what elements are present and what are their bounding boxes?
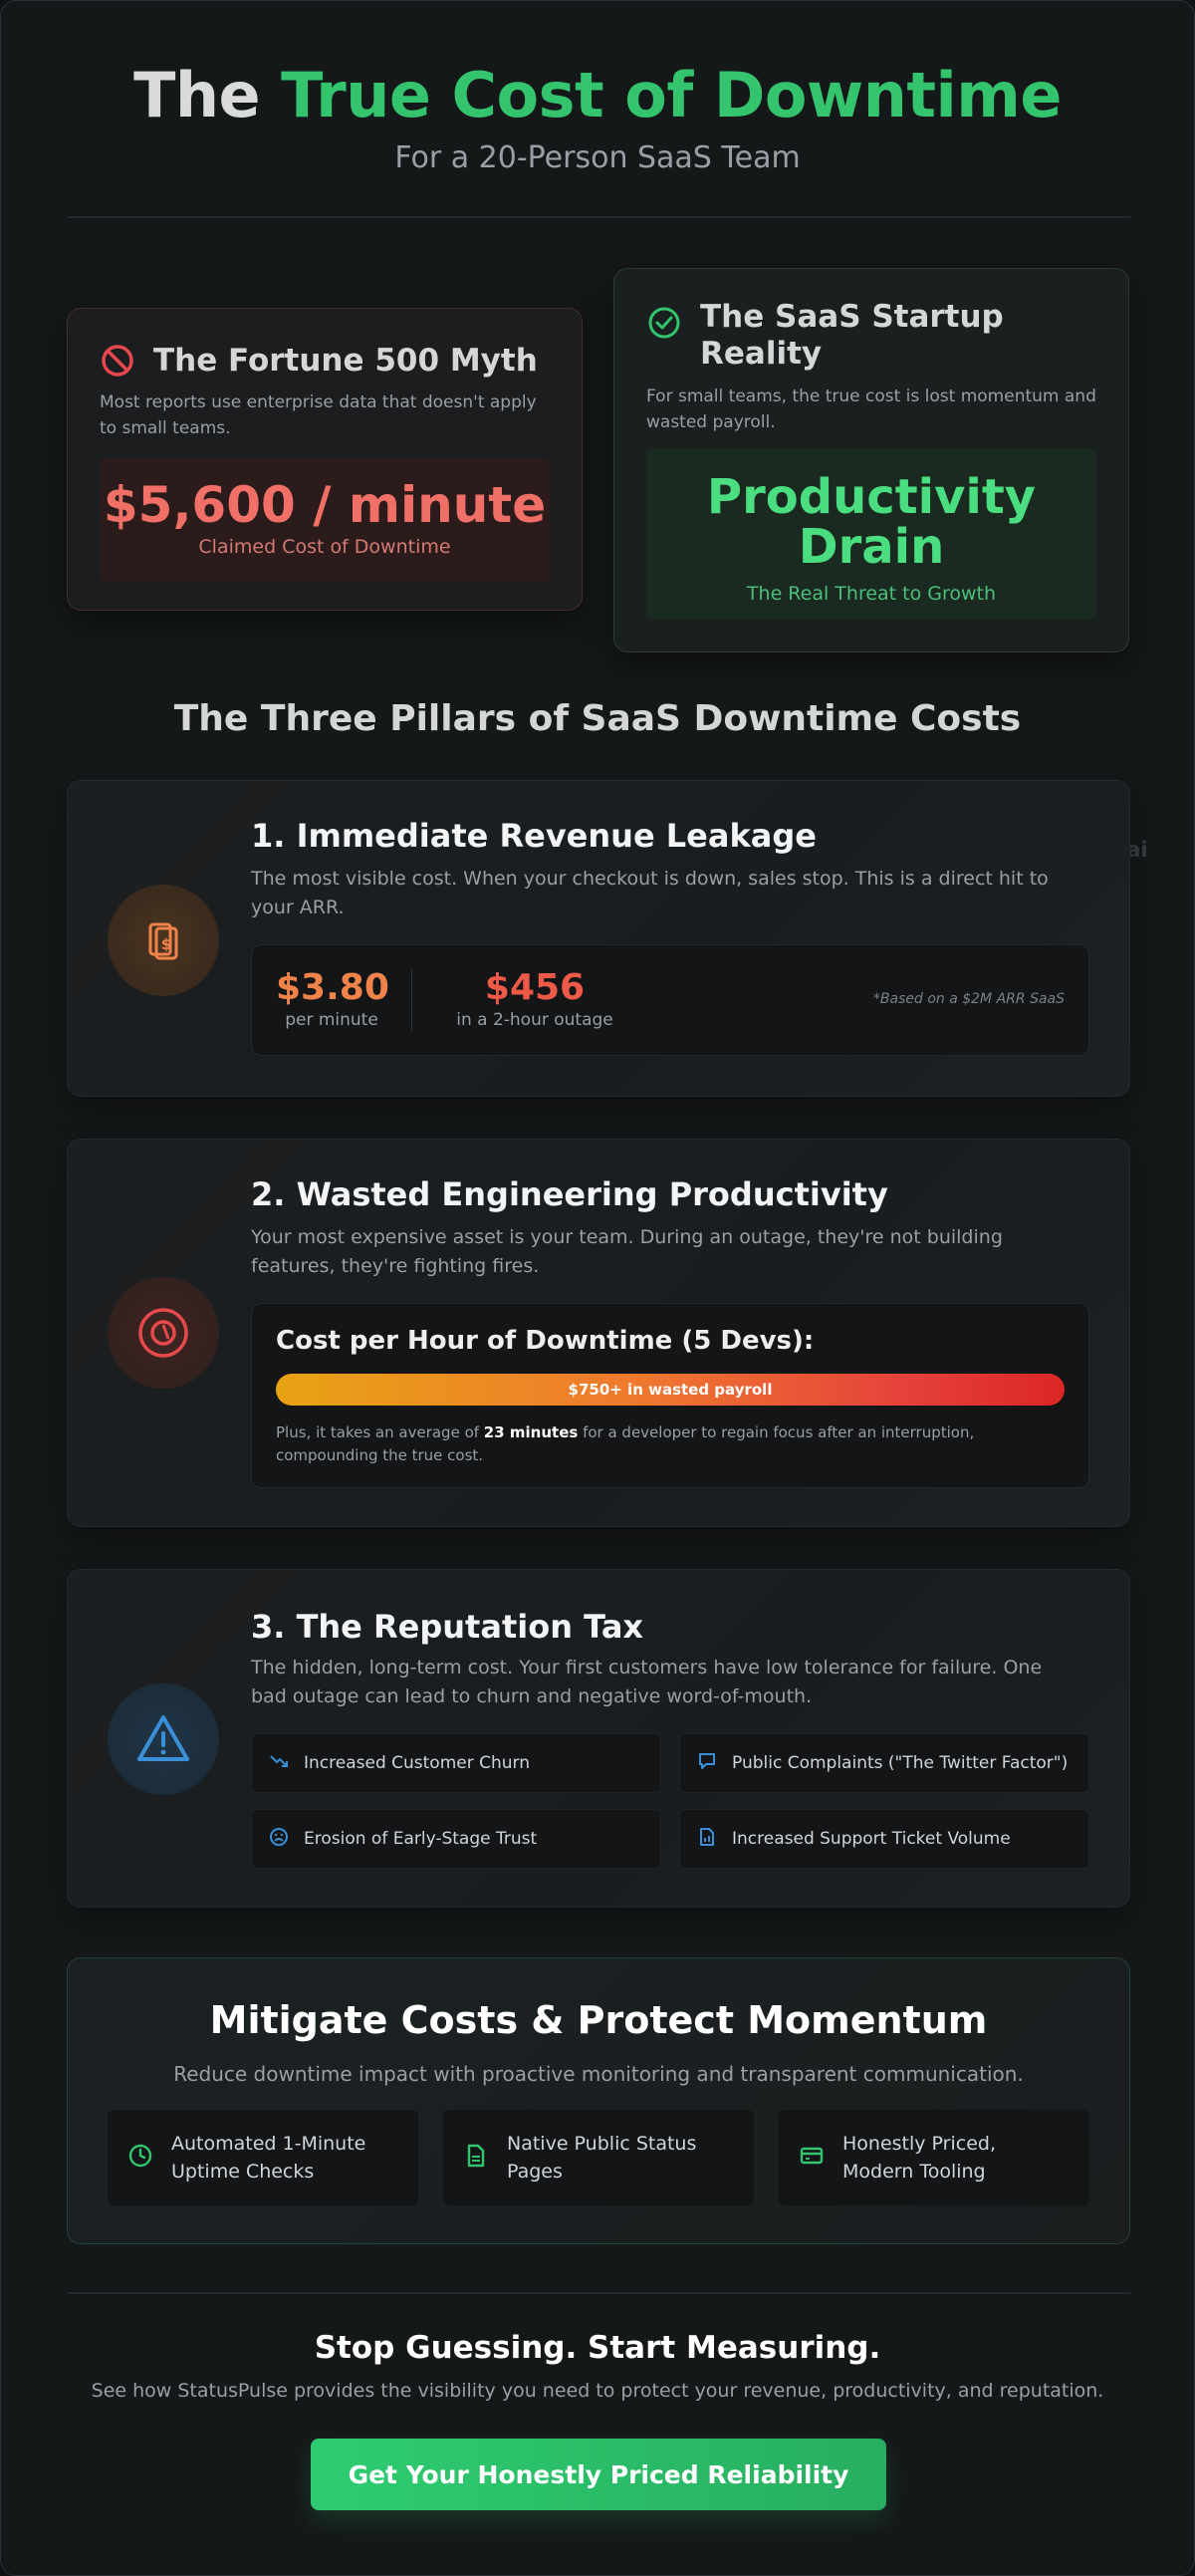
mitigate-title: Mitigate Costs & Protect Momentum [209,1998,988,2042]
revenue-per-minute-label: per minute [285,1010,378,1030]
pillar-revenue-card: $ 1. Immediate Revenue Leakage The most … [67,780,1130,1097]
credit-card-icon [799,2143,825,2173]
revenue-outage-value: $456 [484,967,586,1008]
header-divider [67,216,1130,218]
feature-label: Automated 1-Minute Uptime Checks [171,2132,366,2184]
trend-down-icon [268,1750,290,1776]
reputation-item-label: Public Complaints ("The Twitter Factor") [732,1753,1069,1773]
myth-card-title: The Fortune 500 Myth [153,343,538,379]
cost-per-hour-title: Cost per Hour of Downtime (5 Devs): [276,1326,815,1356]
wasted-payroll-bar: $750+ in wasted payroll [276,1374,1065,1406]
revenue-outage-label: in a 2-hour outage [456,1010,613,1030]
pillar-productivity-description: Your most expensive asset is your team. … [251,1226,1003,1278]
reality-caption: The Real Threat to Growth [746,582,997,605]
feature-label: Honestly Priced, Modern Tooling [842,2132,997,2184]
myth-card-header: The Fortune 500 Myth [100,343,538,383]
reputation-item-label: Erosion of Early-Stage Trust [304,1829,538,1849]
mitigate-subtitle: Reduce downtime impact with proactive mo… [173,2062,1024,2086]
reality-value-line2: Drain [798,519,945,576]
revenue-per-minute-stat: $3.80 per minute [276,967,389,1030]
reputation-item-label: Increased Customer Churn [304,1753,531,1773]
pillar-reputation-card: 3. The Reputation Tax The hidden, long-t… [67,1569,1130,1908]
refocus-note-before: Plus, it takes an average of [276,1423,484,1441]
myth-card: The Fortune 500 Myth Most reports use en… [67,308,583,611]
reality-cost-box: Productivity Drain The Real Threat to Gr… [646,448,1096,620]
feature-uptime-checks: Automated 1-Minute Uptime Checks [108,2110,418,2205]
myth-card-description: Most reports use enterprise data that do… [100,392,537,438]
myth-cost-value: $5,600 / minute [103,476,547,534]
reputation-item-tickets: Increased Support Ticket Volume [679,1809,1089,1869]
reality-card-title: The SaaS Startup Reality [700,299,1004,373]
revenue-outage-stat: $456 in a 2-hour outage [435,967,634,1030]
cta-divider [67,2292,1130,2294]
reality-title-line1: The SaaS Startup [700,299,1004,335]
refocus-note-bold: 23 minutes [483,1423,579,1441]
svg-text:$: $ [161,935,171,953]
pillars-section-title: The Three Pillars of SaaS Downtime Costs [173,698,1022,739]
mitigate-card: Mitigate Costs & Protect Momentum Reduce… [67,1957,1130,2244]
pillar-productivity-title: 2. Wasted Engineering Productivity [251,1175,888,1213]
money-icon: $ [108,885,219,996]
page-title: The True Cost of Downtime [1,59,1194,131]
reality-card: The SaaS Startup Reality For small teams… [613,268,1129,652]
reality-title-line2: Reality [700,336,823,373]
productivity-cost-box: Cost per Hour of Downtime (5 Devs): $750… [251,1303,1089,1488]
reality-value: Productivity Drain [646,472,1096,573]
myth-cost-box: $5,600 / minute Claimed Cost of Downtime [100,458,550,582]
frown-icon [268,1826,290,1852]
page-title-accent: True Cost of Downtime [281,59,1062,131]
revenue-stats-box: $3.80 per minute $456 in a 2-hour outage… [251,944,1089,1056]
warning-icon [108,1683,219,1795]
page-title-prefix: The [133,59,261,131]
feature-label: Native Public Status Pages [507,2132,697,2184]
revenue-per-minute-value: $3.80 [276,967,389,1008]
reality-card-description: For small teams, the true cost is lost m… [646,386,1096,432]
reputation-item-complaints: Public Complaints ("The Twitter Factor") [679,1733,1089,1793]
reputation-item-trust: Erosion of Early-Stage Trust [251,1809,661,1869]
ban-icon [100,343,135,383]
wasted-payroll-label: $750+ in wasted payroll [568,1381,773,1399]
myth-cost-caption: Claimed Cost of Downtime [198,536,451,558]
chart-file-icon [696,1826,718,1852]
reality-card-header: The SaaS Startup Reality [646,299,1004,373]
reality-value-line1: Productivity [706,469,1037,525]
check-circle-icon [646,305,682,345]
pillar-reputation-title: 3. The Reputation Tax [251,1608,644,1646]
pillar-revenue-title: 1. Immediate Revenue Leakage [251,817,817,855]
message-icon [696,1750,718,1776]
document-icon [463,2143,489,2173]
cta-subtitle: See how StatusPulse provides the visibil… [91,2380,1104,2402]
reputation-item-label: Increased Support Ticket Volume [732,1829,1011,1849]
pillar-revenue-description: The most visible cost. When your checkou… [251,868,1049,919]
page-subtitle: For a 20-Person SaaS Team [394,140,801,175]
revenue-footnote: *Based on a $2M ARR SaaS [872,991,1065,1007]
reputation-item-churn: Increased Customer Churn [251,1733,661,1793]
pillar-reputation-description: The hidden, long-term cost. Your first c… [251,1657,1043,1708]
cta-title: Stop Guessing. Start Measuring. [314,2330,881,2366]
cta-button[interactable]: Get Your Honestly Priced Reliability [311,2439,886,2510]
clock-icon [127,2143,153,2173]
feature-status-pages: Native Public Status Pages [443,2110,754,2205]
pillar-productivity-card: 2. Wasted Engineering Productivity Your … [67,1139,1130,1527]
refocus-note: Plus, it takes an average of 23 minutes … [276,1421,1065,1466]
stats-divider [411,969,412,1031]
refocus-note-after: for a developer to regain focus after an… [276,1423,975,1464]
feature-modern-tooling: Honestly Priced, Modern Tooling [779,2110,1089,2205]
clock-dollar-icon [108,1277,219,1389]
